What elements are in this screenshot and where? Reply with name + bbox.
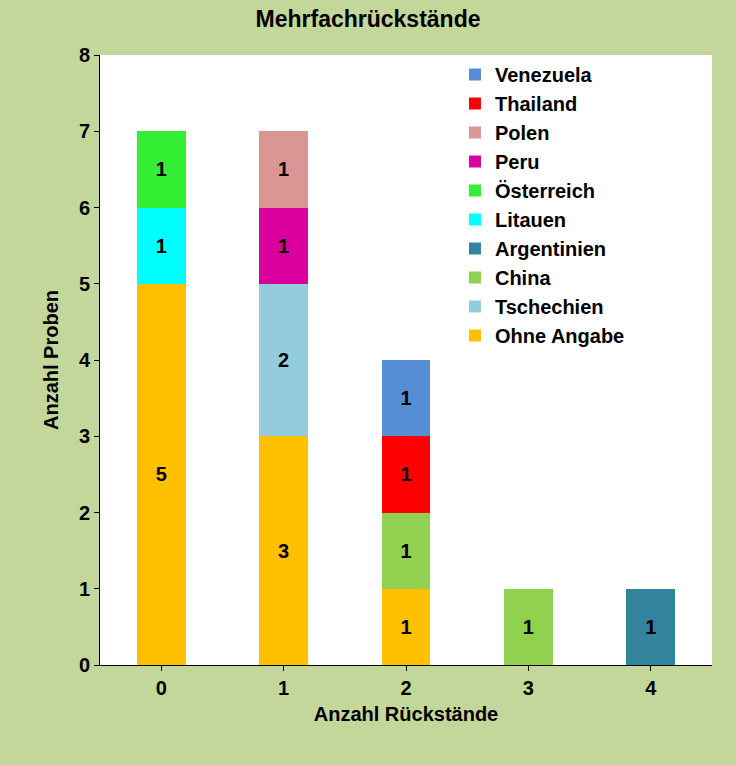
svg-text:China: China (495, 267, 551, 289)
svg-text:8: 8 (79, 44, 90, 66)
svg-text:7: 7 (79, 120, 90, 142)
svg-text:Anzahl Rückstände: Anzahl Rückstände (314, 703, 498, 725)
svg-text:4: 4 (79, 349, 91, 371)
svg-text:1: 1 (278, 235, 289, 257)
svg-text:Tschechien: Tschechien (495, 296, 604, 318)
svg-text:Ohne Angabe: Ohne Angabe (495, 325, 624, 347)
svg-text:1: 1 (400, 463, 411, 485)
svg-text:Litauen: Litauen (495, 209, 566, 231)
svg-text:5: 5 (79, 273, 90, 295)
svg-text:Mehrfachrückstände: Mehrfachrückstände (256, 6, 481, 32)
svg-text:Peru: Peru (495, 151, 539, 173)
svg-text:1: 1 (523, 616, 534, 638)
svg-text:1: 1 (156, 158, 167, 180)
svg-text:1: 1 (400, 616, 411, 638)
svg-text:1: 1 (79, 578, 90, 600)
svg-text:0: 0 (156, 677, 167, 699)
svg-text:3: 3 (278, 540, 289, 562)
svg-text:2: 2 (278, 349, 289, 371)
svg-text:6: 6 (79, 197, 90, 219)
svg-text:2: 2 (79, 502, 90, 524)
svg-text:1: 1 (278, 158, 289, 180)
svg-text:3: 3 (523, 677, 534, 699)
svg-text:1: 1 (645, 616, 656, 638)
svg-text:4: 4 (645, 677, 657, 699)
svg-text:Thailand: Thailand (495, 93, 577, 115)
svg-text:2: 2 (400, 677, 411, 699)
svg-text:1: 1 (400, 540, 411, 562)
svg-text:0: 0 (79, 654, 90, 676)
svg-text:1: 1 (156, 235, 167, 257)
svg-text:5: 5 (156, 463, 167, 485)
svg-text:Österreich: Österreich (495, 180, 595, 202)
svg-text:3: 3 (79, 425, 90, 447)
svg-text:1: 1 (278, 677, 289, 699)
svg-text:Venezuela: Venezuela (495, 64, 593, 86)
svg-text:Polen: Polen (495, 122, 549, 144)
svg-text:1: 1 (400, 387, 411, 409)
svg-text:Anzahl Proben: Anzahl Proben (40, 290, 62, 430)
svg-text:Argentinien: Argentinien (495, 238, 606, 260)
